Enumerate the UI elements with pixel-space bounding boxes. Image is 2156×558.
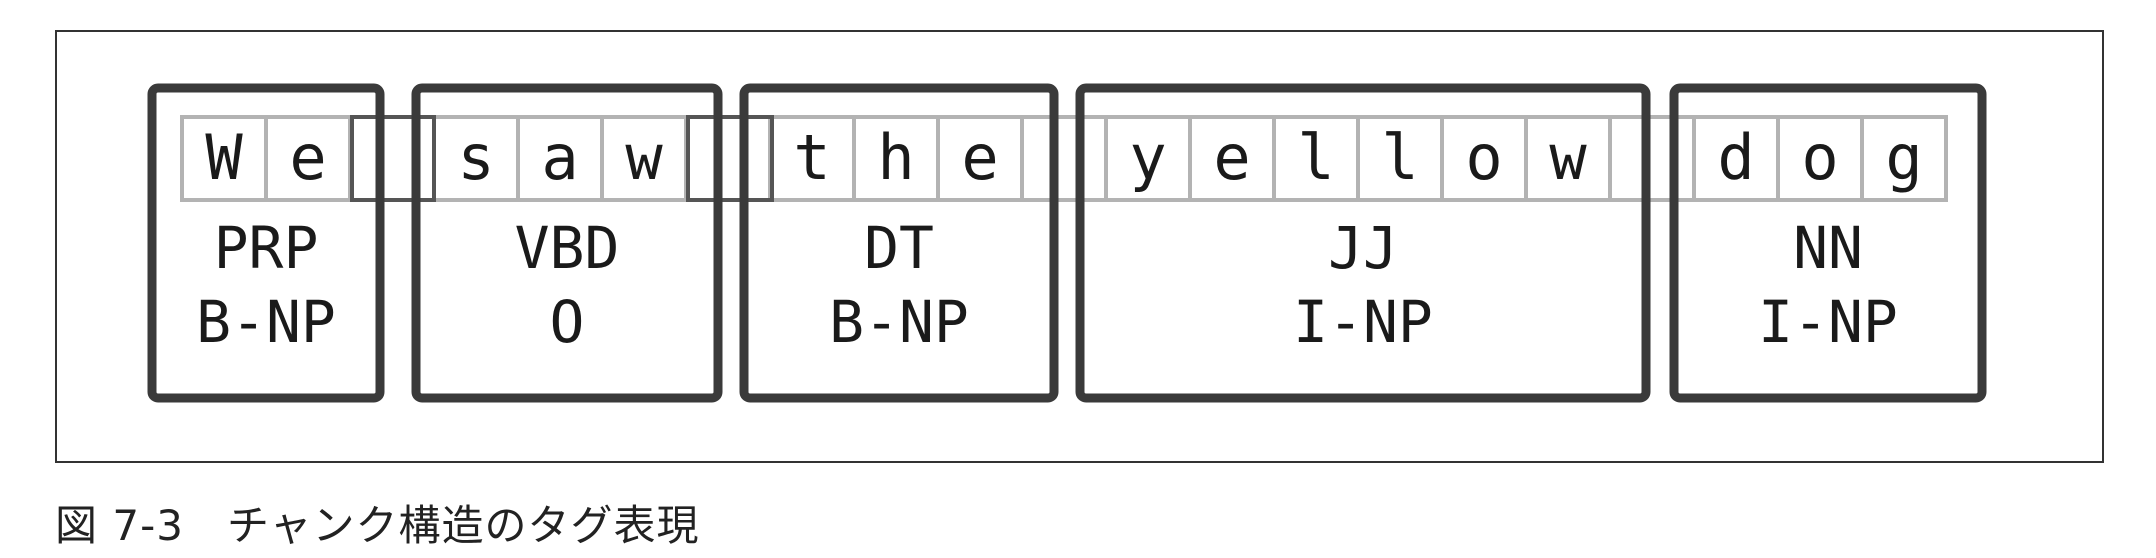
char-cell: d <box>1692 115 1780 202</box>
char-label: w <box>1549 121 1587 194</box>
figure-caption: 図 7-3 チャンク構造のタグ表現 <box>55 501 700 550</box>
chunk-box-dog: NNI-NP <box>1669 83 1987 403</box>
char-label: t <box>793 121 830 194</box>
char-label: l <box>1381 121 1418 194</box>
char-label: o <box>1465 121 1502 194</box>
char-cell: s <box>432 115 520 202</box>
char-cell: t <box>768 115 856 202</box>
char-cell: l <box>1356 115 1444 202</box>
char-cell: a <box>516 115 604 202</box>
char-label: d <box>1717 121 1754 194</box>
chunk-box-the: DTB-NP <box>739 83 1059 403</box>
char-label: a <box>541 121 578 194</box>
figure-frame <box>55 30 2104 463</box>
char-cell: e <box>1188 115 1276 202</box>
char-label: h <box>877 121 914 194</box>
space-cell <box>1608 115 1696 202</box>
space-cell <box>684 115 772 202</box>
char-cell: e <box>264 115 352 202</box>
char-cell: g <box>1860 115 1948 202</box>
space-cell <box>348 115 436 202</box>
char-cell: w <box>600 115 688 202</box>
char-label: s <box>457 121 494 194</box>
char-cell: w <box>1524 115 1612 202</box>
char-cell: o <box>1776 115 1864 202</box>
char-cell: o <box>1440 115 1528 202</box>
pos-tag: VBD <box>515 214 620 282</box>
char-label: y <box>1129 121 1166 194</box>
char-label: g <box>1885 121 1922 194</box>
pos-tag: DT <box>864 214 934 282</box>
char-label: o <box>1801 121 1838 194</box>
chunk-tag: B-NP <box>196 288 336 356</box>
char-cell: W <box>180 115 268 202</box>
space-cell <box>1020 115 1108 202</box>
chunk-tag: I-NP <box>1293 288 1433 356</box>
space-boundary-cell <box>350 115 436 202</box>
pos-tag: JJ <box>1328 214 1398 282</box>
chunk-tag: I-NP <box>1758 288 1898 356</box>
char-cell: h <box>852 115 940 202</box>
char-cell: l <box>1272 115 1360 202</box>
char-cell: y <box>1104 115 1192 202</box>
char-label: e <box>1213 121 1250 194</box>
char-label: W <box>205 121 243 194</box>
space-boundary-cell <box>686 115 774 202</box>
chunk-tag: O <box>550 288 585 356</box>
char-label: e <box>289 121 326 194</box>
char-label: w <box>625 121 663 194</box>
char-label: e <box>961 121 998 194</box>
char-cell: e <box>936 115 1024 202</box>
pos-tag: PRP <box>214 214 319 282</box>
chunk-box-yellow: JJI-NP <box>1075 83 1651 403</box>
pos-tag: NN <box>1793 214 1863 282</box>
chunk-tag: B-NP <box>829 288 969 356</box>
char-label: l <box>1297 121 1334 194</box>
